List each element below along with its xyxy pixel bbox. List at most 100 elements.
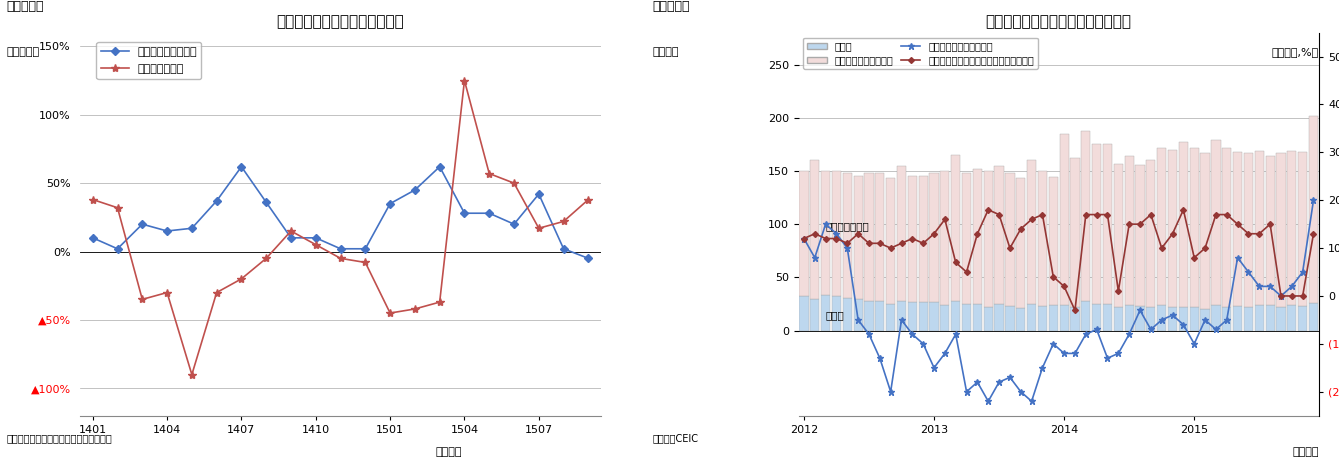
Bar [995, 166, 1004, 304]
Bar [810, 160, 819, 298]
Bar [1297, 306, 1307, 331]
Bar [1027, 304, 1036, 331]
Bar [1016, 308, 1026, 331]
Bar [1093, 144, 1101, 304]
Bar [1038, 171, 1047, 306]
Bar [1189, 307, 1198, 331]
Bar [1233, 152, 1243, 306]
Bar [929, 173, 939, 302]
Bar [1276, 307, 1285, 331]
Text: （年月）: （年月） [435, 447, 462, 457]
Bar [865, 301, 873, 331]
Bar [929, 302, 939, 331]
Bar [1157, 305, 1166, 331]
Bar [1070, 158, 1079, 307]
Bar [821, 296, 830, 331]
Bar [951, 301, 960, 331]
Bar [908, 302, 917, 331]
Bar [1006, 306, 1015, 331]
Bar [940, 305, 949, 331]
Bar [1178, 307, 1188, 331]
Bar [799, 297, 809, 331]
Bar [919, 302, 928, 331]
Bar [1146, 307, 1156, 331]
Bar [1287, 151, 1296, 305]
Bar [940, 171, 949, 305]
Bar [919, 177, 928, 302]
Bar [1016, 178, 1026, 308]
Text: （資料）CEIC: （資料）CEIC [652, 433, 698, 443]
Bar [1059, 305, 1069, 331]
Bar [1255, 305, 1264, 331]
Bar [1265, 305, 1275, 331]
Bar [1201, 309, 1209, 331]
Bar [832, 297, 841, 331]
Text: （万台）: （万台） [652, 47, 679, 57]
Bar [1223, 148, 1232, 307]
Bar [886, 304, 896, 331]
Bar [1103, 144, 1113, 304]
Bar [1189, 148, 1198, 307]
Bar [908, 177, 917, 302]
Legend: 四輪車, 二輪車（三輪車含む）, 四輪車の伸び率（右軸）, 二輪車（三輪車含む）の伸び率（右軸）: 四輪車, 二輪車（三輪車含む）, 四輪車の伸び率（右軸）, 二輪車（三輪車含む）… [803, 37, 1038, 69]
Bar [799, 171, 809, 297]
Bar [1070, 307, 1079, 331]
Title: インドの自動車販売台数（国内分）: インドの自動車販売台数（国内分） [986, 14, 1131, 29]
Bar [961, 304, 971, 331]
Bar [1178, 142, 1188, 307]
Bar [1125, 305, 1134, 331]
Bar [886, 178, 896, 304]
Bar [832, 171, 841, 297]
Bar [1146, 160, 1156, 307]
Bar [876, 173, 885, 301]
Bar [951, 155, 960, 301]
Bar [961, 173, 971, 304]
Bar [995, 304, 1004, 331]
Bar [1310, 116, 1318, 303]
Bar [1093, 304, 1101, 331]
Bar [876, 301, 885, 331]
Text: （前年比）: （前年比） [7, 47, 40, 57]
Bar [821, 171, 830, 296]
Bar [1297, 152, 1307, 306]
Bar [984, 307, 992, 331]
Bar [1027, 160, 1036, 304]
Bar [842, 297, 852, 331]
Bar [897, 166, 907, 301]
Bar [1223, 307, 1232, 331]
Bar [1006, 173, 1015, 306]
Bar [1168, 307, 1177, 331]
Bar [1103, 304, 1113, 331]
Bar [1255, 151, 1264, 305]
Bar [853, 298, 862, 331]
Text: 三輪車・二輪車: 三輪車・二輪車 [826, 221, 869, 232]
Bar [1310, 303, 1318, 331]
Bar [1265, 156, 1275, 305]
Bar [810, 298, 819, 331]
Bar [1038, 306, 1047, 331]
Bar [1081, 131, 1090, 301]
Text: （前年比,%）: （前年比,%） [1272, 47, 1319, 57]
Bar [853, 177, 862, 298]
Bar [1201, 153, 1209, 309]
Bar [897, 301, 907, 331]
Bar [1212, 140, 1221, 305]
Bar [1114, 163, 1123, 307]
Bar [1125, 156, 1134, 305]
Bar [1048, 177, 1058, 305]
Bar [1212, 305, 1221, 331]
Bar [1048, 305, 1058, 331]
Bar [973, 169, 981, 304]
Bar [1276, 153, 1285, 307]
Bar [1157, 148, 1166, 305]
Bar [984, 171, 992, 307]
Bar [1233, 306, 1243, 331]
Legend: インドへの直接投資, 政府の資本支出: インドへの直接投資, 政府の資本支出 [96, 42, 201, 79]
Bar [865, 173, 873, 301]
Text: （図表３）: （図表３） [7, 0, 44, 13]
Text: （月次）: （月次） [1292, 447, 1319, 457]
Bar [1244, 307, 1253, 331]
Bar [1081, 301, 1090, 331]
Bar [1287, 305, 1296, 331]
Bar [842, 173, 852, 297]
